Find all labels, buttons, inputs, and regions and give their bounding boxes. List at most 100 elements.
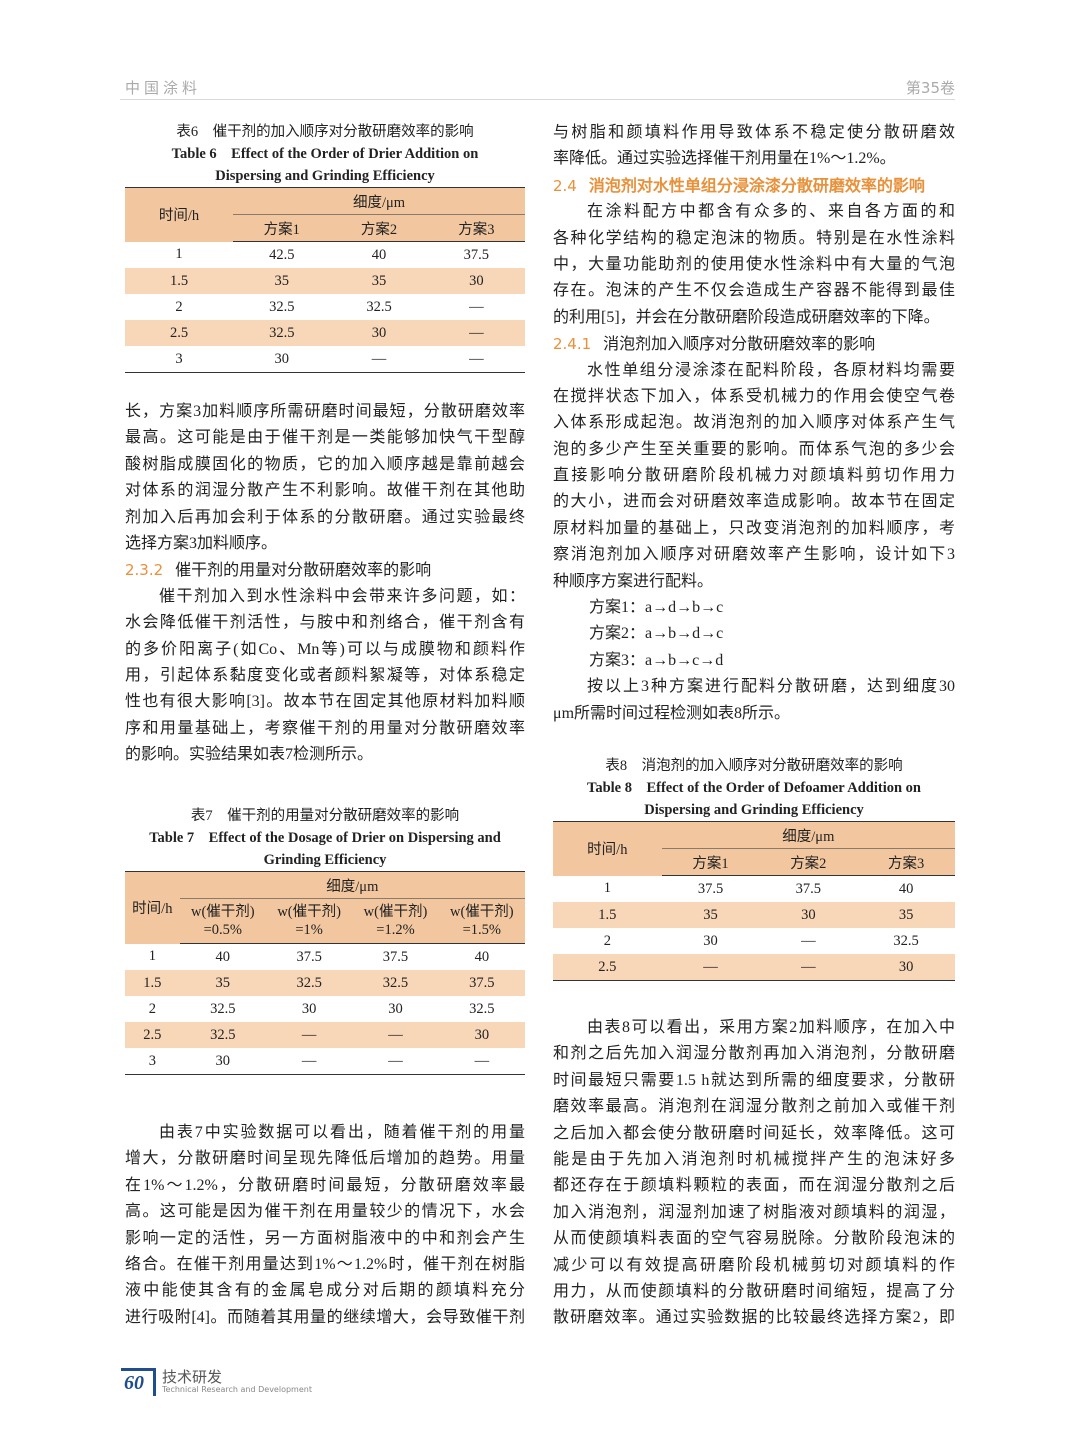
time-cell: 2	[603, 932, 611, 949]
row-header: 时间/h	[125, 187, 234, 242]
fineness-cell: 37.5	[382, 948, 409, 965]
paragraph-line: 序和用量基础上，考察催干剂的用量对分散研磨效率	[125, 719, 525, 737]
paragraph-line: 在搅拌状态下加入，体系受机械力的作用会使空气卷	[553, 387, 955, 405]
fineness-cell: 35	[233, 268, 331, 294]
table-caption-en: Table 8 Effect of the Order of Defoamer …	[586, 780, 921, 796]
paragraph-line: 种顺序方案进行配料。	[553, 572, 714, 590]
time-cell: 1.5	[553, 902, 662, 928]
column-header-line: =1%	[295, 922, 323, 938]
column-header: 方案1	[233, 214, 331, 242]
fineness-cell: 32.5	[179, 1022, 266, 1048]
column-header: w(催干剂) =1%	[265, 898, 353, 944]
fineness-cell: —	[759, 954, 858, 981]
paragraph-line: 散研磨效率。通过实验数据的比较最终选择方案2，即	[553, 1309, 955, 1327]
data-table: 时间/h 细度/μm 方案1 方案2 方案3 1 37.5 37.5 40 1.5 35 30 35 2 3…	[553, 821, 955, 981]
fineness-cell: 40	[215, 948, 231, 965]
table-caption-en: Grinding Efficiency	[263, 852, 387, 868]
table-row: 1 37.5 37.5 40	[553, 876, 955, 903]
paragraph-line: 直接影响分散研磨阶段机械力对颜填料剪切作用力	[553, 467, 955, 485]
table-row: 2 30 — 32.5	[553, 928, 955, 954]
footer-section-title: 技术研发	[162, 1368, 223, 1386]
paragraph-line: 水会降低催干剂活性，与胺中和剂络合，催干剂含有	[125, 614, 525, 632]
fineness-cell: 32.5	[233, 320, 331, 346]
column-header: 方案1	[661, 848, 760, 876]
paragraph-line: 减少可以有效提高研磨阶段机械剪切对颜填料的作	[553, 1256, 955, 1274]
paragraph-line: 原材料加量的基础上，只改变消泡剂的加料顺序，考	[553, 519, 955, 537]
fineness-cell: 30	[427, 268, 525, 294]
paragraph-line: 进行吸附[4]。而随着其用量的继续增大，会导致催干剂	[125, 1308, 525, 1326]
time-cell: 2.5	[553, 954, 662, 981]
fineness-cell: 42.5	[269, 246, 295, 263]
fineness-cell: 37.5	[438, 970, 525, 996]
paragraph-line: 剂加入后再加会利于体系的分散研磨。通过实验最终	[125, 508, 525, 526]
fineness-cell: —	[352, 1022, 439, 1048]
fineness-cell: 37.5	[795, 880, 821, 897]
table-caption-en: Dispersing and Grinding Efficiency	[215, 168, 435, 184]
paragraph-line: 的多价阳离子(如Co、Mn等)可以与成膜物和颜料作	[125, 640, 525, 658]
scheme-line: 方案1：a→d→b→c	[589, 599, 724, 617]
column-header-line: =1.2%	[376, 922, 415, 938]
fineness-cell: 32.5	[269, 298, 295, 315]
paragraph-line: 中，大量功能助剂的使用使水性涂料中有大量的气泡	[553, 255, 955, 273]
time-cell: 1	[175, 246, 183, 263]
column-header: w(催干剂) =1.5%	[438, 898, 525, 944]
paragraph-line: 率降低。通过实验选择催干剂用量在1%～1.2%。	[553, 150, 896, 168]
table-caption-en: Table 7 Effect of the Dosage of Drier on…	[149, 830, 501, 846]
fineness-cell: —	[388, 1052, 403, 1069]
table-row: 1 42.5 40 37.5	[125, 242, 525, 269]
column-header-line: w(催干剂)	[449, 904, 514, 920]
right-text-2: 由表8可以看出，采用方案2加料顺序，在加入中和剂之后先加入润湿分散剂再加入消泡剂…	[553, 1015, 955, 1332]
left-text-2: 由表7中实验数据可以看出，随着催干剂的用量 增大，分散研磨时间呈现先降低后增加的趋…	[125, 1120, 525, 1331]
section-heading: 2.4.1 消泡剂加入顺序对分散研磨效率的影响	[553, 331, 955, 357]
column-header: 方案2	[330, 214, 428, 242]
paragraph-line: 增大，分散研磨时间呈现先降低后增加的趋势。用量	[125, 1150, 525, 1168]
paragraph-line: 选择方案3加料顺序。	[125, 534, 278, 552]
group-header: 细度/μm	[233, 187, 525, 215]
fineness-cell: —	[469, 350, 484, 367]
table-header-row: 时间/h 细度/μm	[553, 821, 955, 876]
time-cell: 2	[175, 298, 183, 315]
table-6: 表6 催干剂的加入顺序对分散研磨效率的影响 Table 6 Effect of t…	[125, 121, 525, 373]
time-cell: 3	[148, 1052, 156, 1069]
left-text-1: 长，方案3加料顺序所需研磨时间最短，分散研磨效率 最高。这可能是由于催干剂是一类能…	[125, 399, 525, 768]
column-header-line: =1.5%	[462, 922, 501, 938]
fineness-cell: 32.5	[366, 298, 392, 315]
section-title: 催干剂的用量对分散研磨效率的影响	[175, 562, 432, 580]
fineness-cell: 35	[857, 902, 955, 928]
fineness-cell: —	[301, 1052, 317, 1069]
fineness-cell: 32.5	[469, 1000, 495, 1017]
table-caption-en: Dispersing and Grinding Efficiency	[644, 802, 864, 818]
fineness-cell: 30	[330, 320, 428, 346]
table-row: 1.5 35 32.5 32.5 37.5	[125, 970, 525, 996]
column-header-line: w(催干剂)	[190, 904, 255, 920]
paragraph-line: 时间最短只需要1.5 h就达到所需的细度要求，分散研	[553, 1071, 955, 1089]
time-cell: 1.5	[125, 268, 234, 294]
time-cell: 2.5	[125, 320, 234, 346]
paragraph-line: 和剂之后先加入润湿分散剂再加入消泡剂，分散研磨	[553, 1045, 955, 1063]
column-header: 方案3	[427, 214, 525, 242]
header-rule	[120, 99, 955, 100]
table-caption-cn: 表8 消泡剂的加入顺序对分散研磨效率的影响	[605, 758, 903, 774]
paragraph-line: 长，方案3加料顺序所需研磨时间最短，分散研磨效率	[125, 403, 525, 420]
paragraph-line: 性也有很大影响[3]。故本节在固定其他原材料加料顺	[125, 693, 525, 711]
table-row: 3 30 — —	[125, 346, 525, 373]
paragraph-line: 用力，从而使颜填料的分散研磨时间缩短，提高了分	[553, 1282, 955, 1300]
column-header: w(催干剂) =1.2%	[352, 898, 439, 944]
paragraph-line: 由表8可以看出，采用方案2加料顺序，在加入中	[587, 1019, 955, 1036]
section-heading: 2.3.2 催干剂的用量对分散研磨效率的影响	[125, 557, 525, 583]
fineness-cell: 32.5	[352, 970, 439, 996]
footer-accent-bar	[121, 1368, 155, 1371]
section-number: 2.4	[553, 176, 577, 195]
fineness-cell: —	[801, 932, 816, 949]
paragraph-line: 影响一定的活性，另一方面树脂液中的中和剂会产生	[125, 1229, 525, 1247]
paragraph-line: 用，引起体系黏度变化或者颜料絮凝等，对体系稳定	[125, 666, 525, 684]
page-number: 60	[124, 1372, 144, 1394]
table-row: 1.5 35 30 35	[553, 902, 955, 928]
paragraph-line: 都还存在于颜填料颗粒的表面，而在润湿分散剂之后	[553, 1177, 955, 1195]
paragraph-line: 存在。泡沫的产生不仅会造成生产容器不能得到最佳	[553, 282, 955, 300]
table-row: 2 32.5 30 30 32.5	[125, 996, 525, 1022]
fineness-cell: 37.5	[463, 246, 490, 263]
section-number: 2.4.1	[553, 335, 592, 354]
section-heading: 2.4 消泡剂对水性单组分浸涂漆分散研磨效率的影响	[553, 173, 955, 199]
paragraph-line: 从而使颜填料表面的空气容易脱除。分散阶段泡沫的	[553, 1230, 955, 1248]
